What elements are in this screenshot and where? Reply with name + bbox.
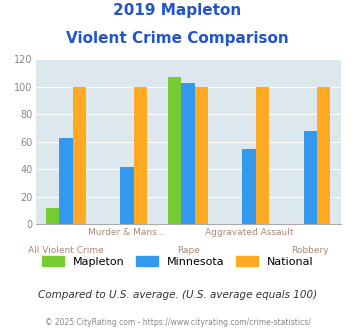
- Bar: [59, 138, 73, 224]
- Bar: [317, 87, 331, 224]
- Bar: [134, 87, 147, 224]
- Bar: [242, 149, 256, 224]
- Text: Violent Crime Comparison: Violent Crime Comparison: [66, 31, 289, 46]
- Bar: [195, 87, 208, 224]
- Text: Aggravated Assault: Aggravated Assault: [205, 228, 294, 237]
- Bar: [256, 87, 269, 224]
- Bar: [46, 208, 59, 224]
- Text: Murder & Mans...: Murder & Mans...: [88, 228, 166, 237]
- Text: Rape: Rape: [177, 246, 200, 255]
- Text: All Violent Crime: All Violent Crime: [28, 246, 104, 255]
- Bar: [304, 131, 317, 224]
- Bar: [73, 87, 86, 224]
- Bar: [181, 83, 195, 224]
- Text: © 2025 CityRating.com - https://www.cityrating.com/crime-statistics/: © 2025 CityRating.com - https://www.city…: [45, 318, 310, 327]
- Text: Compared to U.S. average. (U.S. average equals 100): Compared to U.S. average. (U.S. average …: [38, 290, 317, 300]
- Bar: [168, 77, 181, 224]
- Legend: Mapleton, Minnesota, National: Mapleton, Minnesota, National: [42, 256, 313, 267]
- Text: 2019 Mapleton: 2019 Mapleton: [113, 3, 242, 18]
- Text: Robbery: Robbery: [291, 246, 329, 255]
- Bar: [120, 167, 134, 224]
